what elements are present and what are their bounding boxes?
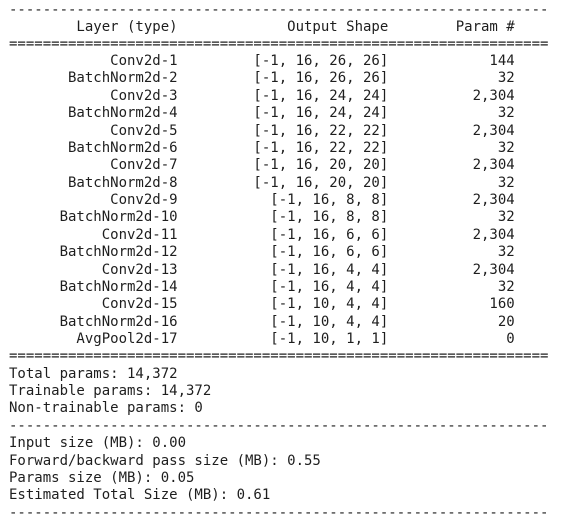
estimated-total-size-text: Estimated Total Size (MB): 0.61 (9, 487, 271, 503)
table-row: Conv2d-1 [-1, 16, 26, 26] 144 (9, 53, 515, 69)
table-row: BatchNorm2d-16 [-1, 10, 4, 4] 20 (9, 314, 515, 330)
table-row: Conv2d-3 [-1, 16, 24, 24] 2,304 (9, 88, 515, 104)
table-row: BatchNorm2d-14 [-1, 16, 4, 4] 32 (9, 279, 515, 295)
dash-rule-bottom: ----------------------------------------… (9, 505, 549, 521)
table-row: BatchNorm2d-12 [-1, 16, 6, 6] 32 (9, 244, 515, 260)
table-row: Conv2d-5 [-1, 16, 22, 22] 2,304 (9, 123, 515, 139)
forward-backward-size-text: Forward/backward pass size (MB): 0.55 (9, 453, 321, 469)
total-params-text: Total params: 14,372 (9, 366, 178, 382)
params-size-text: Params size (MB): 0.05 (9, 470, 195, 486)
table-row: Conv2d-9 [-1, 16, 8, 8] 2,304 (9, 192, 515, 208)
table-row: AvgPool2d-17 [-1, 10, 1, 1] 0 (9, 331, 515, 347)
table-row: Conv2d-11 [-1, 16, 6, 6] 2,304 (9, 227, 515, 243)
non-trainable-params-text: Non-trainable params: 0 (9, 400, 203, 416)
table-row: Conv2d-15 [-1, 10, 4, 4] 160 (9, 296, 515, 312)
table-row: BatchNorm2d-2 [-1, 16, 26, 26] 32 (9, 70, 515, 86)
table-row: BatchNorm2d-10 [-1, 16, 8, 8] 32 (9, 209, 515, 225)
table-row: BatchNorm2d-6 [-1, 16, 22, 22] 32 (9, 140, 515, 156)
table-row: Conv2d-7 [-1, 16, 20, 20] 2,304 (9, 157, 515, 173)
trainable-params-text: Trainable params: 14,372 (9, 383, 212, 399)
equals-rule-footer: ========================================… (9, 348, 549, 364)
input-size-text: Input size (MB): 0.00 (9, 435, 187, 451)
table-row: BatchNorm2d-4 [-1, 16, 24, 24] 32 (9, 105, 515, 121)
dash-rule-middle: ----------------------------------------… (9, 418, 549, 434)
table-header-row: Layer (type) Output Shape Param # (9, 19, 515, 35)
equals-rule-header: ========================================… (9, 36, 549, 52)
dash-rule-top: ----------------------------------------… (9, 2, 549, 18)
table-row: BatchNorm2d-8 [-1, 16, 20, 20] 32 (9, 175, 515, 191)
table-row: Conv2d-13 [-1, 16, 4, 4] 2,304 (9, 262, 515, 278)
